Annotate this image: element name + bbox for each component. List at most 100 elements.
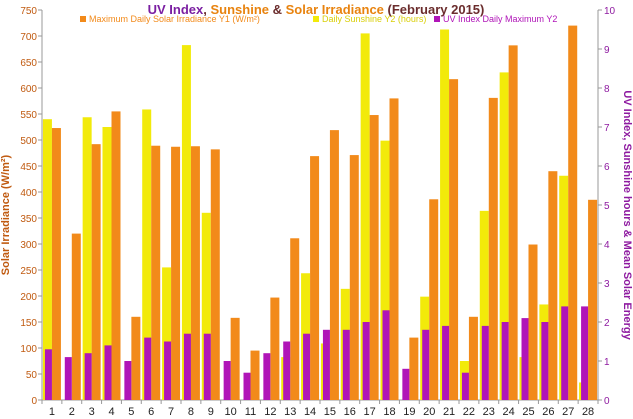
bar-solar xyxy=(389,98,399,401)
x-tick-label: 6 xyxy=(148,406,154,418)
title-sep-2: & xyxy=(269,2,286,17)
bar-uv xyxy=(303,333,311,400)
left-tick-label: 150 xyxy=(20,318,37,329)
bar-solar xyxy=(250,350,260,400)
left-tick-label: 650 xyxy=(20,58,37,69)
left-tick-label: 350 xyxy=(20,214,37,225)
legend-swatch-uv xyxy=(434,16,440,22)
title-sunshine: Sunshine xyxy=(211,2,270,17)
bar-uv xyxy=(124,361,132,400)
bar-uv xyxy=(501,322,509,400)
right-tick-label: 3 xyxy=(604,279,610,290)
bar-sunshine xyxy=(360,33,370,401)
x-tick-label: 28 xyxy=(582,406,594,418)
bar-solar xyxy=(190,146,200,400)
legend-label-sunshine: Daily Sunshine Y2 (hours) xyxy=(322,14,426,24)
bar-uv xyxy=(263,353,271,400)
x-tick-label: 12 xyxy=(264,406,276,418)
bar-uv xyxy=(144,337,152,400)
bar-solar xyxy=(568,25,578,400)
bar-uv xyxy=(481,325,489,400)
left-tick-label: 50 xyxy=(26,370,38,381)
bar-uv xyxy=(541,322,549,400)
x-tick-label: 2 xyxy=(69,406,75,418)
bar-uv xyxy=(342,329,350,400)
right-tick-label: 8 xyxy=(604,84,610,95)
title-uv-index: UV Index xyxy=(148,2,204,17)
right-tick-label: 1 xyxy=(604,357,610,368)
chart-title: UV Index, Sunshine & Solar Irradiance (F… xyxy=(148,2,485,17)
x-tick-label: 22 xyxy=(463,406,475,418)
bar-solar xyxy=(508,45,518,401)
bar-uv xyxy=(283,341,291,400)
bar-solar xyxy=(548,171,558,400)
left-tick-label: 600 xyxy=(20,84,37,95)
bar-uv xyxy=(581,306,589,400)
right-axis-label: UV Index, Sunshine hours & Mean Solar En… xyxy=(621,90,633,340)
bar-solar xyxy=(51,128,61,401)
x-tick-label: 9 xyxy=(208,406,214,418)
left-tick-label: 250 xyxy=(20,266,37,277)
bar-uv xyxy=(164,341,172,400)
x-tick-label: 16 xyxy=(344,406,356,418)
x-tick-label: 3 xyxy=(89,406,95,418)
x-tick-label: 8 xyxy=(188,406,194,418)
x-tick-label: 1 xyxy=(49,406,55,418)
legend-swatch-solar xyxy=(80,16,86,22)
bar-uv xyxy=(64,357,72,400)
x-tick-label: 20 xyxy=(423,406,435,418)
left-axis-label: Solar Irradiance (W/m²) xyxy=(0,154,12,275)
x-tick-label: 26 xyxy=(542,406,554,418)
bar-solar xyxy=(171,146,181,400)
bar-uv xyxy=(382,310,390,400)
bar-solar xyxy=(488,97,498,400)
bar-sunshine xyxy=(499,72,509,401)
left-tick-label: 550 xyxy=(20,110,37,121)
bar-uv xyxy=(442,325,450,400)
bar-uv xyxy=(104,345,112,400)
bar-uv xyxy=(322,329,330,400)
bar-solar xyxy=(71,233,81,400)
bar-uv xyxy=(243,372,251,400)
right-tick-label: 7 xyxy=(604,123,610,134)
bar-uv xyxy=(183,333,191,400)
bar-uv xyxy=(203,333,211,400)
right-tick-label: 5 xyxy=(604,201,610,212)
left-tick-label: 450 xyxy=(20,162,37,173)
bar-uv xyxy=(561,306,569,400)
left-tick-label: 750 xyxy=(20,6,37,17)
right-tick-label: 9 xyxy=(604,45,610,56)
bar-sunshine xyxy=(42,119,52,400)
bar-uv xyxy=(422,329,430,400)
bar-sunshine xyxy=(201,212,211,400)
bar-solar xyxy=(270,297,280,400)
left-tick-label: 500 xyxy=(20,136,37,147)
right-tick-label: 6 xyxy=(604,162,610,173)
bar-uv xyxy=(44,349,52,400)
x-tick-label: 5 xyxy=(128,406,134,418)
x-tick-label: 15 xyxy=(324,406,336,418)
bar-uv xyxy=(461,372,469,400)
bar-solar xyxy=(131,316,141,400)
bar-solar xyxy=(91,144,101,400)
title-period: (February 2015) xyxy=(384,2,484,17)
bar-solar xyxy=(449,79,459,400)
bar-sunshine xyxy=(440,29,450,400)
bar-solar xyxy=(429,199,439,400)
left-tick-label: 200 xyxy=(20,292,37,303)
right-tick-label: 10 xyxy=(604,6,616,17)
x-tick-label: 4 xyxy=(108,406,114,418)
title-solar-irradiance: Solar Irradiance xyxy=(286,2,384,17)
bar-sunshine xyxy=(142,109,152,400)
bar-solar xyxy=(588,199,598,400)
x-tick-label: 27 xyxy=(562,406,574,418)
legend-label-solar: Maximum Daily Solar Irradiance Y1 (W/m²) xyxy=(89,14,260,24)
bar-sunshine xyxy=(479,210,489,400)
bar-solar xyxy=(329,130,339,400)
bar-solar xyxy=(310,156,320,400)
bar-solar xyxy=(151,145,161,400)
bar-solar xyxy=(409,337,419,400)
bar-uv xyxy=(84,353,92,400)
left-tick-label: 300 xyxy=(20,240,37,251)
